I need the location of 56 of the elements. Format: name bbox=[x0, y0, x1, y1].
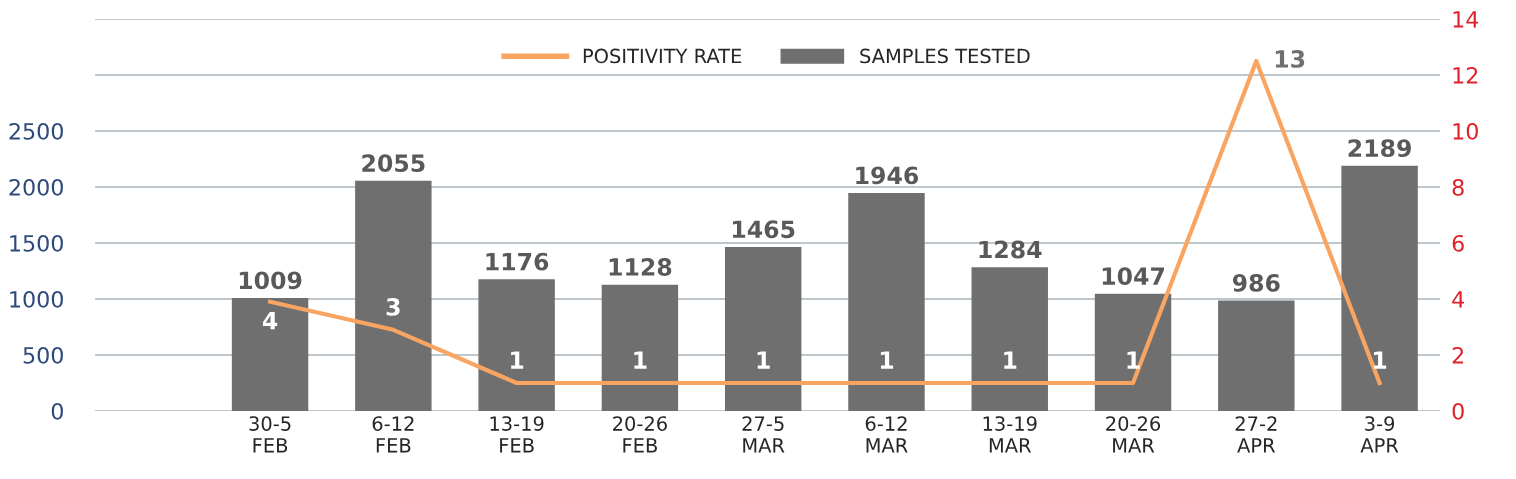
y2-tick-label: 12 bbox=[1453, 66, 1478, 84]
data-label: 1009 bbox=[239, 271, 302, 290]
bar bbox=[601, 284, 679, 411]
y2-tick-label: 2 bbox=[1452, 346, 1464, 364]
x-tick-label: 6-12 FEB bbox=[372, 416, 414, 453]
bar bbox=[231, 297, 309, 411]
data-label: 2189 bbox=[1348, 139, 1411, 158]
y2-tick-label: 8 bbox=[1452, 178, 1464, 196]
data-label: 3 bbox=[386, 297, 400, 316]
data-label: 1176 bbox=[486, 252, 549, 271]
bar bbox=[355, 180, 432, 411]
y-tick-label: 1000 bbox=[10, 290, 63, 308]
data-label: 1047 bbox=[1102, 267, 1165, 285]
y-tick-label: 500 bbox=[23, 346, 63, 364]
data-label: 1128 bbox=[609, 258, 672, 276]
data-label: 1465 bbox=[732, 220, 795, 239]
data-label: 2055 bbox=[362, 154, 425, 173]
x-tick-label: 3-9 APR bbox=[1360, 416, 1399, 453]
x-tick-label: 20-26 MAR bbox=[1106, 416, 1161, 453]
y2-tick-label: 6 bbox=[1452, 234, 1464, 252]
x-tick-label: 27-5 MAR bbox=[742, 416, 785, 453]
bar bbox=[971, 267, 1048, 411]
x-tick-label: 13-19 MAR bbox=[983, 416, 1037, 453]
bar bbox=[848, 193, 925, 411]
legend-label: POSITIVITY RATE bbox=[583, 48, 742, 64]
y2-tick-label: 14 bbox=[1453, 11, 1479, 28]
data-label: 13 bbox=[1275, 49, 1305, 68]
x-tick-label: 13-19 FEB bbox=[490, 416, 544, 453]
x-tick-label: 27-2 APR bbox=[1235, 416, 1277, 453]
y-tick-label: 2000 bbox=[9, 178, 63, 196]
data-label: 1946 bbox=[856, 166, 919, 185]
x-tick-label: 20-26 FEB bbox=[613, 416, 667, 453]
data-label: 1 bbox=[1004, 351, 1017, 369]
data-label: 1 bbox=[1374, 351, 1387, 369]
bar bbox=[478, 279, 555, 411]
y-tick-label: 0 bbox=[51, 402, 63, 420]
data-label: 1284 bbox=[979, 240, 1042, 259]
y2-tick-label: 10 bbox=[1453, 122, 1478, 140]
y2-tick-label: 0 bbox=[1452, 402, 1464, 420]
data-label: 986 bbox=[1232, 273, 1280, 292]
data-label: 1 bbox=[1127, 351, 1140, 369]
bar bbox=[724, 246, 802, 411]
bar bbox=[1094, 293, 1172, 411]
legend-label: SAMPLES TESTED bbox=[860, 48, 1030, 64]
data-label: 1 bbox=[511, 351, 524, 369]
bar bbox=[1341, 165, 1418, 411]
y-tick-label: 1500 bbox=[10, 234, 63, 252]
data-label: 1 bbox=[634, 351, 647, 369]
x-tick-label: 30-5 FEB bbox=[249, 416, 291, 453]
data-label: 4 bbox=[262, 311, 278, 330]
bar bbox=[1218, 300, 1295, 411]
data-label: 1 bbox=[880, 351, 894, 369]
y2-tick-label: 4 bbox=[1452, 291, 1464, 308]
data-label: 1 bbox=[757, 351, 770, 369]
x-tick-label: 6-12 MAR bbox=[865, 416, 908, 453]
y-tick-label: 2500 bbox=[9, 122, 63, 140]
